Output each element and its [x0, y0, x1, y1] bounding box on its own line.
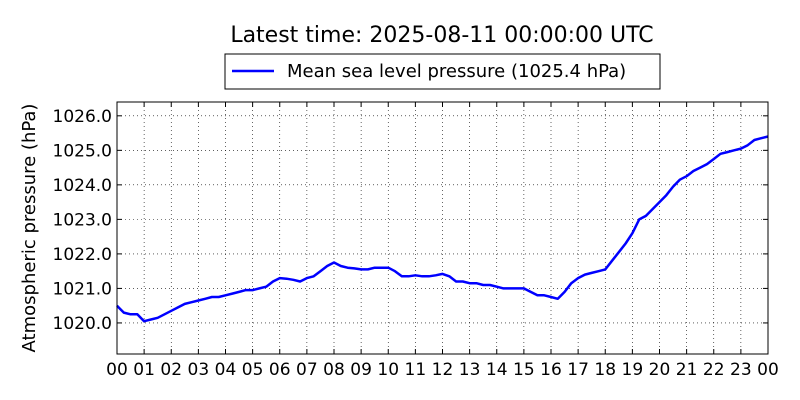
x-tick-label: 13: [459, 360, 481, 380]
series-line: [116, 135, 769, 323]
x-tick-label: 06: [269, 360, 291, 380]
x-tick-label: 02: [160, 360, 182, 380]
x-tick-label: 19: [622, 360, 644, 380]
x-tick-label: 16: [540, 360, 562, 380]
legend: Mean sea level pressure (1025.4 hPa): [224, 53, 661, 90]
x-tick-label: 18: [594, 360, 616, 380]
x-tick-label: 17: [567, 360, 589, 380]
x-tick-label: 21: [676, 360, 698, 380]
x-tick-label: 00: [757, 360, 779, 380]
x-tick-label: 08: [323, 360, 345, 380]
y-tick-label: 1021.0: [53, 279, 112, 299]
y-tick-label: 1020.0: [53, 314, 112, 334]
x-tick-label: 00: [106, 360, 128, 380]
x-tick-label: 11: [405, 360, 427, 380]
x-tick-label: 03: [188, 360, 210, 380]
legend-box: [224, 53, 661, 90]
chart-title: Latest time: 2025-08-11 00:00:00 UTC: [230, 23, 653, 48]
x-tick-label: 10: [377, 360, 399, 380]
x-tick-label: 15: [513, 360, 535, 380]
x-tick-label: 04: [215, 360, 237, 380]
y-tick-label: 1025.0: [53, 141, 112, 161]
x-tick-label: 23: [730, 360, 752, 380]
y-tick-label: 1026.0: [53, 107, 112, 127]
grid: [117, 102, 768, 354]
y-tick-label: 1024.0: [53, 176, 112, 196]
x-tick-label: 01: [133, 360, 155, 380]
y-tick-label: 1023.0: [53, 210, 112, 230]
x-tick-label: 05: [242, 360, 264, 380]
plot-area-frame: [116, 101, 769, 355]
x-tick-label: 22: [703, 360, 725, 380]
x-axis-ticks: 00 01 02 03 04 05 06 07 08 09 10 11 12 13 14 15 16 17 18 19…: [106, 102, 779, 380]
legend-label: Mean sea level pressure (1025.4 hPa): [287, 61, 626, 82]
x-tick-label: 20: [649, 360, 671, 380]
x-tick-label: 12: [432, 360, 454, 380]
y-axis-label: Atmospheric pressure (hPa): [19, 104, 40, 353]
x-tick-label: 09: [350, 360, 372, 380]
x-tick-label: 14: [486, 360, 508, 380]
y-axis-ticks: 1020.0 1021.0 1022.0 1023.0 1024.0 1025.0 1026…: [53, 107, 768, 334]
x-tick-label: 07: [296, 360, 318, 380]
y-tick-label: 1022.0: [53, 245, 112, 265]
